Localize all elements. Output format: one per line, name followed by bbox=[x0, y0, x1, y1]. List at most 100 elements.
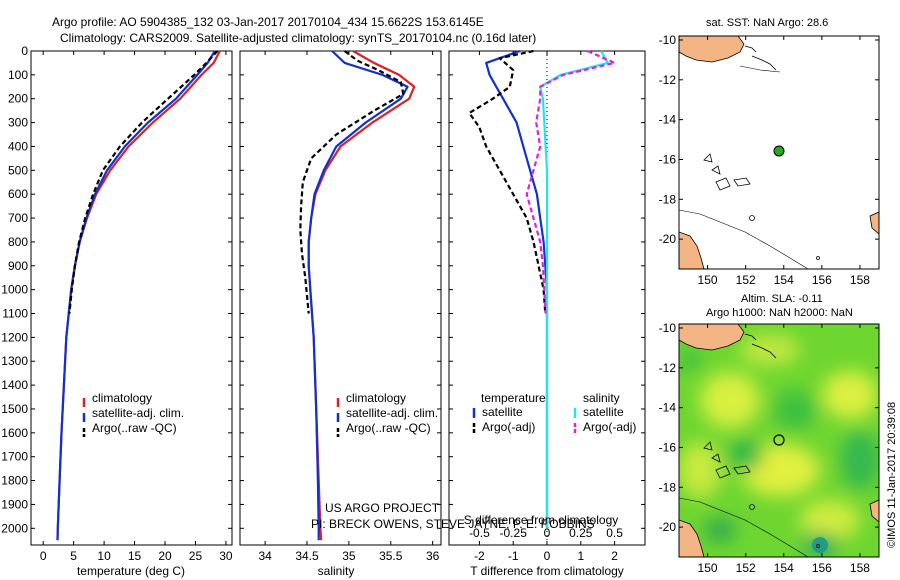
map-y-tick-label: -18 bbox=[659, 192, 677, 206]
salinity-legend: climatology satellite-adj. clim. Argo(..… bbox=[336, 391, 438, 437]
x-tick-label: 5 bbox=[70, 549, 77, 563]
land-east bbox=[869, 499, 879, 523]
series-line-climatology bbox=[56, 50, 221, 541]
secondary-x-tick-label: -0.25 bbox=[500, 526, 528, 540]
argo-float-marker bbox=[773, 145, 785, 157]
chart-title-line2: Climatology: CARS2009. Satellite-adjuste… bbox=[60, 31, 536, 45]
series-line-satellite-adj-clim- bbox=[56, 50, 216, 541]
legend-title-temperature: temperature bbox=[481, 391, 546, 405]
salinity-panel: 34 34.5 35 35.5 36 climatology satellite-adj… bbox=[239, 50, 595, 578]
temperature-xlabel: temperature (deg C) bbox=[77, 564, 185, 578]
series-line-salinity-satellite bbox=[539, 50, 609, 529]
map-x-tick-label: 156 bbox=[812, 561, 832, 575]
map-x-tick-label: 154 bbox=[774, 561, 794, 575]
y-tick-label: 1800 bbox=[1, 474, 28, 488]
chart-title-line1: Argo profile: AO 5904385_132 03-Jan-2017… bbox=[52, 15, 484, 29]
y-tick-label: 0 bbox=[21, 44, 28, 58]
series-line-climatology bbox=[307, 50, 416, 541]
secondary-x-tick-label: 0 bbox=[544, 526, 551, 540]
x-tick-label: -1 bbox=[508, 549, 519, 563]
y-tick-label: 300 bbox=[8, 116, 28, 130]
x-tick-label: 20 bbox=[158, 549, 172, 563]
map-x-tick-label: 152 bbox=[736, 561, 756, 575]
x-tick-label: 2 bbox=[611, 549, 618, 563]
project-annotation: US ARGO PROJECT bbox=[325, 501, 440, 515]
legend-salinity-argo: Argo(-adj) bbox=[583, 420, 636, 434]
x-tick-label: -2 bbox=[474, 549, 485, 563]
temperature-diff-xlabel: T difference from climatology bbox=[470, 564, 624, 578]
difference-panel: -2 -1 0 1 2 -0.5 -0.25 0 0.25 0.5 temperature sal… bbox=[448, 49, 646, 578]
sla-map-title-line2: Argo h1000: NaN h2000: NaN bbox=[706, 307, 853, 319]
y-tick-label: 1200 bbox=[1, 330, 28, 344]
y-tick-label: 2000 bbox=[1, 521, 28, 535]
x-tick-label: 25 bbox=[189, 549, 203, 563]
y-tick-label: 400 bbox=[8, 139, 28, 153]
land-east bbox=[869, 211, 879, 235]
legend-climatology: climatology bbox=[92, 391, 152, 405]
x-tick-label: 1 bbox=[577, 549, 584, 563]
difference-legend: temperature salinity satellite Argo(-adj… bbox=[472, 391, 636, 434]
y-tick-label: 1300 bbox=[1, 354, 28, 368]
sla-map: Altim. SLA: -0.11 Argo h1000: NaN h2000:… bbox=[659, 293, 880, 575]
land-png bbox=[679, 36, 745, 63]
series-line-satellite-adj-clim- bbox=[307, 50, 409, 541]
legend-climatology: climatology bbox=[346, 391, 406, 405]
x-tick-label: 35 bbox=[342, 549, 356, 563]
legend-argo: Argo(..raw -QC) bbox=[92, 421, 177, 435]
map-y-tick-label: -20 bbox=[659, 520, 677, 534]
y-tick-label: 200 bbox=[8, 92, 28, 106]
map-y-tick-label: -18 bbox=[659, 480, 677, 494]
map-x-tick-label: 154 bbox=[774, 273, 794, 287]
map-x-tick-label: 150 bbox=[698, 273, 718, 287]
series-line-temperature-satellite bbox=[485, 49, 549, 529]
y-tick-label: 1000 bbox=[1, 283, 28, 297]
y-tick-label: 1700 bbox=[1, 450, 28, 464]
series-line-temperature-argo-adj- bbox=[468, 49, 547, 314]
map-y-tick-label: -14 bbox=[659, 401, 677, 415]
x-tick-label: 36 bbox=[426, 549, 440, 563]
secondary-x-tick-label: 0.25 bbox=[569, 526, 593, 540]
map-y-tick-label: -12 bbox=[659, 361, 677, 375]
y-tick-label: 800 bbox=[8, 235, 28, 249]
map-x-tick-label: 152 bbox=[736, 273, 756, 287]
series-line-salinity-argo-adj- bbox=[525, 49, 616, 314]
secondary-x-tick-label: 0.5 bbox=[606, 526, 623, 540]
map-x-tick-label: 158 bbox=[850, 273, 870, 287]
x-tick-label: 10 bbox=[97, 549, 111, 563]
map-y-tick-label: -16 bbox=[659, 152, 677, 166]
pi-annotation: PI: BRECK OWENS, STEVE JAYNE, P. E. ROBB… bbox=[311, 517, 595, 531]
argo-float-marker bbox=[773, 434, 785, 446]
map-y-tick-label: -10 bbox=[659, 33, 677, 47]
land-australia bbox=[679, 231, 705, 269]
y-tick-label: 600 bbox=[8, 187, 28, 201]
x-tick-label: 35.5 bbox=[379, 549, 403, 563]
map-x-tick-label: 150 bbox=[698, 561, 718, 575]
sst-map-title: sat. SST: NaN Argo: 28.6 bbox=[706, 17, 828, 29]
map-x-tick-label: 158 bbox=[850, 561, 870, 575]
y-tick-label: 500 bbox=[8, 163, 28, 177]
x-tick-label: 34 bbox=[258, 549, 272, 563]
salinity-diff-xlabel: S difference from climatology bbox=[464, 513, 619, 527]
y-tick-label: 1900 bbox=[1, 497, 28, 511]
secondary-x-tick-label: -0.5 bbox=[469, 526, 490, 540]
y-tick-label: 1500 bbox=[1, 402, 28, 416]
land-australia bbox=[679, 519, 705, 557]
legend-satellite-adj: satellite-adj. clim. bbox=[92, 406, 184, 420]
y-tick-label: 700 bbox=[8, 211, 28, 225]
legend-argo: Argo(..raw -QC) bbox=[346, 421, 431, 435]
imos-stamp: ©IMOS 11-Jan-2017 20:39:08 bbox=[886, 402, 898, 548]
y-tick-label: 1400 bbox=[1, 378, 28, 392]
y-tick-label: 900 bbox=[8, 259, 28, 273]
x-tick-label: 15 bbox=[128, 549, 142, 563]
series-line-argo-raw-qc- bbox=[299, 50, 405, 314]
map-y-tick-label: -10 bbox=[659, 321, 677, 335]
legend-temperature-satellite: satellite bbox=[482, 405, 523, 419]
y-tick-label: 1600 bbox=[1, 426, 28, 440]
legend-salinity-satellite: satellite bbox=[583, 405, 624, 419]
map-x-tick-label: 156 bbox=[812, 273, 832, 287]
x-tick-label: 34.5 bbox=[295, 549, 319, 563]
map-y-tick-label: -16 bbox=[659, 440, 677, 454]
series-line-argo-raw-qc- bbox=[68, 50, 219, 314]
sla-map-title-line1: Altim. SLA: -0.11 bbox=[741, 293, 823, 305]
